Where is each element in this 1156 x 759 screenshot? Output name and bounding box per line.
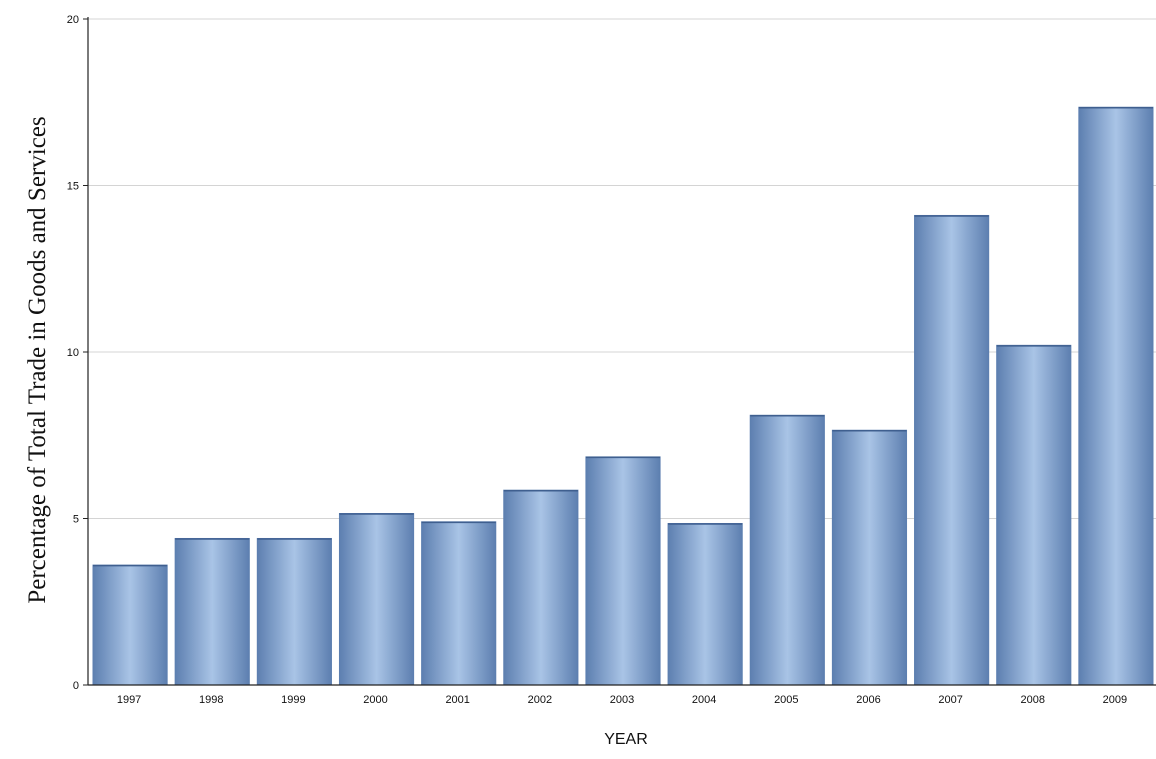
bar-2002 — [503, 489, 579, 686]
y-tick-label-15: 15 — [67, 181, 79, 193]
bar-2008 — [996, 344, 1072, 686]
bar-2004 — [667, 522, 743, 686]
x-tick-label-1999: 1999 — [281, 694, 305, 706]
bar-2007 — [914, 214, 990, 686]
x-tick-label-2008: 2008 — [1021, 694, 1045, 706]
axes — [83, 17, 1156, 686]
x-tick-label-2004: 2004 — [692, 694, 716, 706]
y-tick-label-10: 10 — [67, 347, 79, 359]
x-tick-label-1997: 1997 — [117, 694, 141, 706]
bar-2005 — [749, 414, 825, 686]
bar-2003 — [585, 456, 661, 686]
bar-2000 — [338, 513, 415, 686]
x-tick-label-2006: 2006 — [856, 694, 880, 706]
bar-2001 — [421, 521, 497, 686]
x-tick-label-2005: 2005 — [774, 694, 798, 706]
tick-labels: 0 5 10 15 20 1997 1998 1999 2000 2001 2002 2003 2004… — [67, 14, 1127, 706]
bar-1997 — [92, 564, 168, 686]
x-tick-label-1998: 1998 — [199, 694, 223, 706]
gridlines — [88, 18, 1156, 519]
bar-2009 — [1078, 106, 1154, 686]
x-tick-label-2007: 2007 — [938, 694, 962, 706]
x-tick-label-2003: 2003 — [610, 694, 634, 706]
bar-2006 — [831, 429, 908, 686]
bar-1998 — [174, 537, 250, 686]
bars — [92, 106, 1154, 686]
x-axis-title: YEAR — [604, 731, 648, 748]
y-tick-label-20: 20 — [67, 14, 79, 26]
y-tick-label-5: 5 — [73, 514, 79, 526]
y-axis-title: Percentage of Total Trade in Goods and S… — [24, 116, 51, 603]
x-tick-label-2009: 2009 — [1103, 694, 1127, 706]
x-tick-label-2002: 2002 — [528, 694, 552, 706]
x-tick-label-2001: 2001 — [445, 694, 469, 706]
bar-1999 — [256, 537, 332, 686]
x-tick-label-2000: 2000 — [363, 694, 387, 706]
y-tick-label-0: 0 — [73, 680, 79, 692]
